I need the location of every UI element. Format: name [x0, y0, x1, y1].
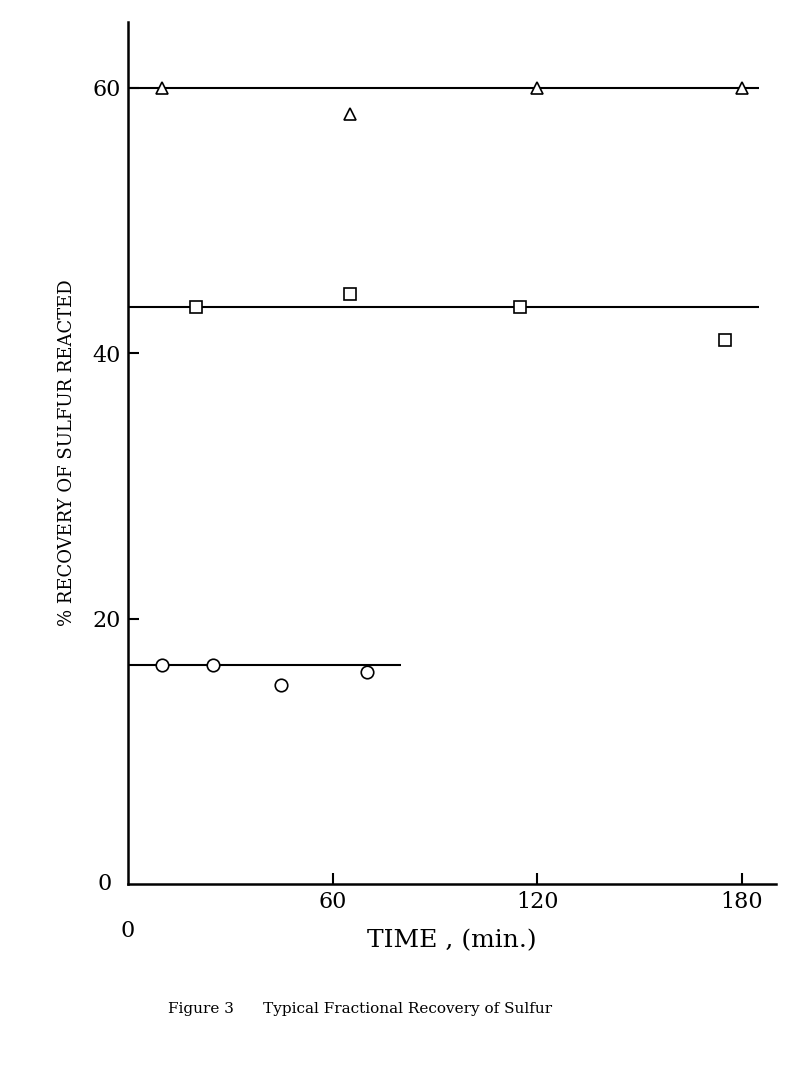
Text: 0: 0: [121, 921, 135, 942]
Text: Figure 3      Typical Fractional Recovery of Sulfur: Figure 3 Typical Fractional Recovery of …: [168, 1003, 552, 1017]
Y-axis label: % RECOVERY OF SULFUR REACTED: % RECOVERY OF SULFUR REACTED: [58, 279, 76, 626]
Text: 0: 0: [98, 873, 112, 895]
X-axis label: TIME , (min.): TIME , (min.): [367, 929, 537, 953]
